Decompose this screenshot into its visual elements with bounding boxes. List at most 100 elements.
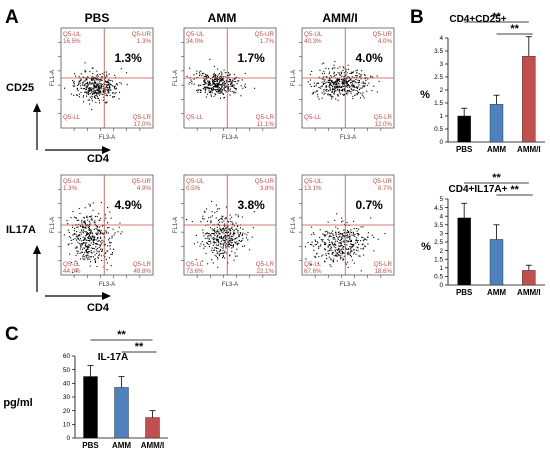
- bar-pbs: [83, 376, 98, 439]
- x-axis-title: FL3-A: [340, 282, 356, 288]
- y-tick-label: 4.5: [434, 205, 443, 212]
- y-tick-label: 60: [63, 353, 71, 360]
- quadrant-value-lr: 22.1%: [256, 268, 274, 275]
- panel-label-a: A: [5, 7, 19, 28]
- y-tick-label: 3.5: [434, 48, 443, 55]
- y-tick-label: 0: [439, 139, 443, 146]
- quadrant-name-lr: Q5-LR: [133, 114, 152, 121]
- bar-chart-cd4-il17a-: CD4+IL17A+% 00.5 1 1.52 2.53 3.5 44.5 5 PBS AMM AM…: [421, 172, 545, 297]
- quadrant-name-ul: Q5-UL: [63, 31, 82, 38]
- y-tick-label: 3.5: [434, 222, 443, 229]
- x-marker-label-row2: CD4: [87, 302, 110, 314]
- y-tick-label: 20: [63, 408, 71, 415]
- x-axis-title: FL3-A: [222, 135, 238, 141]
- y-tick-label: 0: [439, 282, 443, 289]
- quadrant-value-ll: 67.6%: [304, 268, 322, 275]
- flow-plot-il17a-pbs: FL3-AFL1-AQ5-UL1.3%Q5-UR4.9%Q5-LL44.0%Q5…: [50, 174, 154, 288]
- y-tick-label: 4: [439, 35, 443, 42]
- row-label-cd25: CD25: [6, 82, 34, 94]
- event-dots: [304, 213, 386, 272]
- x-tick-label: AMM: [487, 288, 506, 297]
- x-axis-title: FL3-A: [99, 282, 115, 288]
- quadrant-name-ur: Q5-UR: [373, 178, 393, 185]
- x-tick-label: AMM: [487, 145, 506, 154]
- y-tick-label: 2: [439, 248, 443, 255]
- quadrant-name-ul: Q5-UL: [304, 178, 323, 185]
- quadrant-name-ll: Q5-LL: [63, 261, 81, 268]
- y-tick-label: 4: [439, 213, 443, 220]
- x-tick-label: AMM/I: [517, 288, 541, 297]
- y-tick-label: 2: [439, 87, 443, 94]
- panel-label-c: C: [5, 324, 19, 345]
- quadrant-name-ll: Q5-LL: [186, 261, 204, 268]
- x-tick-label: PBS: [456, 288, 473, 297]
- y-tick-label: 2.5: [434, 239, 443, 246]
- bar-amm: [489, 239, 504, 286]
- quadrant-name-ul: Q5-UL: [63, 178, 82, 185]
- quadrant-value-ll: 73.6%: [186, 268, 204, 275]
- quadrant-name-lr: Q5-LR: [256, 261, 275, 268]
- quadrant-name-ur: Q5-UR: [255, 178, 275, 185]
- x-axis-title: FL3-A: [222, 282, 238, 288]
- axis-marker-row1: [33, 103, 111, 154]
- y-tick-label: 2.5: [434, 74, 443, 81]
- y-tick-label: 0.5: [434, 126, 443, 133]
- chart-title: CD4+CD25+: [449, 14, 506, 25]
- y-tick-label: 1.5: [434, 256, 443, 263]
- event-dots: [63, 202, 123, 273]
- quadrant-ur-percent: 0.7%: [355, 198, 383, 212]
- quadrant-value-ll: 44.0%: [63, 268, 81, 275]
- x-tick-label: AMM: [112, 441, 131, 450]
- x-tick-label: PBS: [82, 441, 99, 450]
- quadrant-name-ll: Q5-LL: [304, 261, 322, 268]
- quadrant-value-ul: 16.5%: [63, 38, 81, 45]
- event-dots: [186, 200, 255, 268]
- x-tick-label: AMM/I: [517, 145, 541, 154]
- quadrant-value-ur: 4.9%: [137, 185, 152, 192]
- y-tick-label: 10: [63, 422, 71, 429]
- bar-amm: [114, 387, 129, 439]
- chart-title: IL-17A: [98, 352, 129, 363]
- quadrant-name-ur: Q5-UR: [255, 31, 275, 38]
- x-axis-title: FL3-A: [99, 135, 115, 141]
- y-tick-label: 1: [439, 265, 443, 272]
- x-tick-label: PBS: [456, 145, 473, 154]
- quadrant-value-ur: 1.3%: [137, 38, 152, 45]
- quadrant-ur-percent: 4.0%: [355, 51, 383, 65]
- flow-plot-il17a-amm: FL3-AFL1-AQ5-UL0.5%Q5-UR3.8%Q5-LL73.6%Q5…: [173, 174, 277, 288]
- y-tick-label: 0: [66, 435, 70, 442]
- column-header-ammi: AMM/I: [322, 11, 357, 25]
- y-axis-title: FL1-A: [173, 217, 179, 233]
- quadrant-value-lr: 11.1%: [257, 121, 275, 128]
- y-axis-label: %: [420, 89, 430, 101]
- y-axis-title: FL1-A: [291, 70, 297, 86]
- row-label-il17a: IL17A: [6, 224, 36, 236]
- significance-mark: **: [492, 172, 501, 184]
- flow-plot-il17a-ammi: FL3-AFL1-AQ5-UL13.1%Q5-UR0.7%Q5-LL67.6%Q…: [291, 174, 395, 288]
- x-tick-label: AMM/I: [141, 441, 165, 450]
- quadrant-name-ll: Q5-LL: [186, 114, 204, 121]
- y-axis-label: pg/ml: [3, 397, 32, 409]
- significance-mark: **: [510, 184, 519, 196]
- bar-pbs: [457, 217, 471, 286]
- y-axis-label: %: [421, 241, 431, 253]
- quadrant-value-ur: 1.7%: [260, 38, 275, 45]
- quadrant-ur-percent: 1.3%: [114, 51, 142, 65]
- y-tick-label: 1.5: [434, 100, 443, 107]
- bar-chart-cd4-cd25-: CD4+CD25+% 0 0.5 1 1.5 2 2.5 3 3.5 4 PBS AMM AMM/I **…: [420, 11, 545, 154]
- column-header-amm: AMM: [208, 11, 237, 25]
- quadrant-name-lr: Q5-LR: [374, 114, 393, 121]
- axis-marker-row2: [33, 245, 111, 300]
- quadrant-value-ul: 1.3%: [63, 185, 78, 192]
- quadrant-value-ul: 13.1%: [304, 185, 322, 192]
- quadrant-value-ul: 0.5%: [186, 185, 201, 192]
- quadrant-value-ur: 3.8%: [260, 185, 275, 192]
- quadrant-value-lr: 18.6%: [374, 268, 392, 275]
- quadrant-name-ur: Q5-UR: [132, 178, 152, 185]
- quadrant-name-ll: Q5-LL: [304, 114, 322, 121]
- quadrant-value-lr: 49.8%: [133, 268, 151, 275]
